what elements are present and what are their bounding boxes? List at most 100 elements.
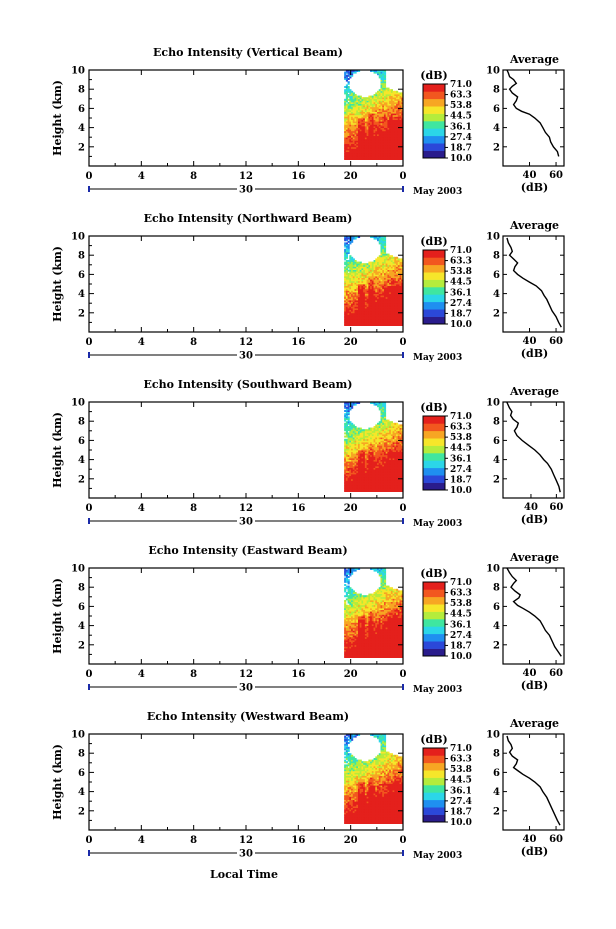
heatmap-cell: [389, 466, 392, 468]
heatmap-cell: [359, 127, 362, 130]
heatmap-cell: [383, 84, 387, 87]
heatmap-cell: [373, 105, 376, 108]
heatmap-cell: [385, 461, 388, 464]
heatmap-cell: [375, 478, 378, 481]
heatmap-cell: [344, 146, 347, 149]
heatmap-cell: [354, 153, 357, 156]
heatmap-cell: [382, 426, 385, 428]
heatmap-cell: [397, 296, 400, 299]
heatmap-cell: [349, 440, 352, 443]
heatmap-cell: [383, 459, 387, 462]
heatmap-cell: [368, 304, 371, 307]
heatmap-cell: [375, 124, 378, 127]
heatmap-cell: [366, 312, 369, 315]
heatmap-cell: [345, 416, 348, 419]
heatmap-cell: [394, 272, 397, 275]
heatmap-cell: [359, 461, 362, 464]
heatmap-cell: [345, 264, 348, 267]
heatmap-cell: [356, 154, 359, 157]
heatmap-cell: [396, 324, 399, 326]
heatmap-cell: [373, 264, 376, 267]
heatmap-cell: [347, 422, 350, 425]
heatmap-cell: [357, 272, 361, 275]
heatmap-cell: [389, 268, 392, 270]
heatmap-cell: [368, 121, 371, 124]
heatmap-cell: [352, 296, 355, 299]
heatmap-cell: [347, 413, 350, 416]
heatmap-cell: [344, 253, 347, 256]
heatmap-cell: [354, 403, 357, 406]
heatmap-cell: [366, 119, 369, 122]
heatmap-cell: [359, 154, 362, 157]
heatmap-cell: [392, 424, 395, 427]
y-tick-label: 6: [78, 270, 85, 281]
heatmap-cell: [392, 156, 395, 159]
heatmap-cell: [351, 435, 354, 438]
heatmap-cell: [375, 324, 378, 326]
heatmap-cell: [392, 451, 395, 454]
heatmap-cell: [396, 483, 399, 486]
heatmap-cell: [375, 461, 378, 464]
heatmap-cell: [382, 482, 385, 484]
heatmap-cell: [349, 285, 352, 288]
heatmap-cell: [368, 137, 371, 140]
heatmap-cell: [371, 486, 374, 489]
heatmap-cell: [352, 105, 355, 108]
heatmap-cell: [349, 296, 352, 299]
heatmap-cell: [401, 453, 404, 456]
heatmap-cell: [394, 319, 397, 322]
heatmap-cell: [352, 300, 355, 302]
heatmap-cell: [399, 111, 402, 114]
heatmap-cell: [390, 426, 394, 428]
heatmap-cell: [347, 277, 350, 280]
heatmap-cell: [366, 309, 369, 312]
heatmap-cell: [380, 87, 383, 90]
heatmap-cell: [380, 475, 383, 478]
heatmap-cell: [354, 97, 357, 100]
heatmap-cell: [378, 461, 381, 464]
heatmap-cell: [361, 324, 364, 326]
heatmap-cell: [378, 298, 381, 301]
heatmap-cell: [361, 111, 364, 114]
heatmap-cell: [377, 287, 380, 290]
heatmap-cell: [371, 314, 374, 317]
heatmap-cell: [357, 105, 361, 108]
heatmap-cell: [377, 296, 380, 299]
heatmap-cell: [351, 426, 354, 428]
heatmap-cell: [385, 153, 388, 156]
heatmap-cell: [349, 490, 352, 492]
heatmap-cell: [399, 274, 402, 277]
heatmap-cell: [364, 486, 368, 489]
heatmap-cell: [380, 100, 383, 103]
heatmap-cell: [397, 95, 400, 98]
heatmap-cell: [344, 603, 347, 606]
heatmap-cell: [351, 486, 354, 489]
heatmap-cell: [383, 266, 387, 269]
heatmap-cell: [378, 103, 381, 106]
heatmap-cell: [349, 142, 352, 144]
heatmap-cell: [349, 276, 352, 278]
heatmap-cell: [366, 317, 369, 320]
heatmap-cell: [359, 462, 362, 465]
heatmap-cell: [396, 437, 399, 440]
heatmap-cell: [392, 464, 395, 467]
heatmap-cell: [373, 430, 376, 433]
heatmap-cell: [383, 70, 387, 72]
heatmap-cell: [351, 429, 354, 432]
heatmap-cell: [392, 285, 395, 288]
heatmap-cell: [392, 448, 395, 451]
heatmap-cell: [370, 314, 373, 317]
heatmap-cell: [347, 451, 350, 454]
heatmap-cell: [373, 485, 376, 488]
heatmap-cell: [361, 293, 364, 296]
heatmap-cell: [368, 482, 371, 484]
heatmap-cell: [356, 95, 359, 98]
heatmap-cell: [345, 636, 348, 639]
heatmap-cell: [394, 426, 397, 428]
heatmap-cell: [352, 119, 355, 122]
heatmap-cell: [380, 76, 383, 79]
heatmap-cell: [363, 458, 366, 460]
heatmap-cell: [359, 429, 362, 432]
heatmap-cell: [397, 474, 400, 476]
heatmap-cell: [352, 437, 355, 440]
